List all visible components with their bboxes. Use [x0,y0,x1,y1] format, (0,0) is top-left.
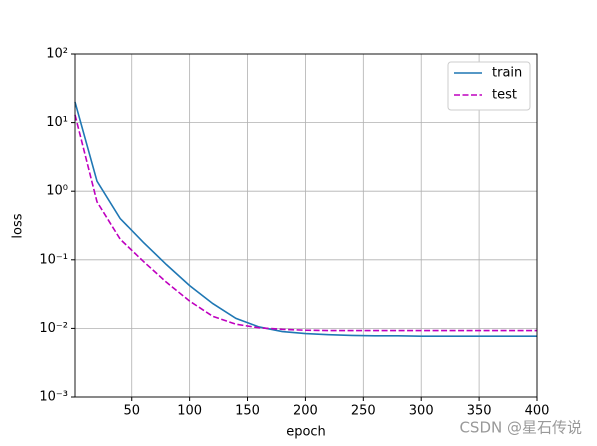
legend-label: test [492,88,517,103]
legend-box [447,61,531,111]
y-tick-label: 10⁻¹ [39,252,68,267]
x-tick-label: 100 [177,404,202,419]
y-axis-label: loss [11,213,26,238]
y-tick-label: 10⁻² [39,321,68,336]
x-tick-label: 400 [525,404,550,419]
x-tick-label: 150 [235,404,260,419]
y-tick-label: 10² [46,47,68,62]
x-tick-label: 250 [351,404,376,419]
y-tick-label: 10⁰ [46,184,68,199]
legend-label: train [492,66,522,81]
x-tick-label: 200 [293,404,318,419]
data-line [74,114,537,332]
watermark: CSDN @星石传说 [459,419,582,437]
x-tick-label: 50 [123,404,140,419]
y-tick-label: 10¹ [46,115,68,130]
y-tick-label: 10⁻³ [39,390,68,405]
x-tick-label: 350 [467,404,492,419]
plot-frame [74,53,538,398]
x-tick-label: 300 [409,404,434,419]
data-line [74,101,537,337]
x-axis-label: epoch [286,425,326,440]
